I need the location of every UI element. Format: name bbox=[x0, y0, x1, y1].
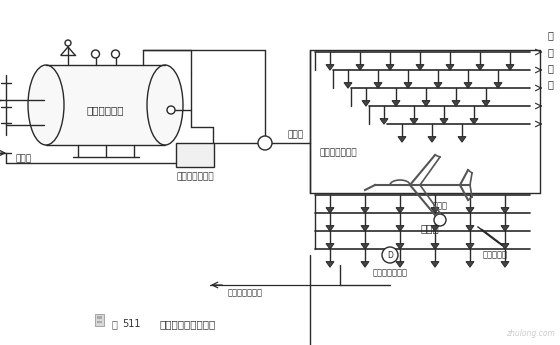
Bar bbox=[97, 316, 102, 319]
Polygon shape bbox=[398, 137, 406, 142]
Polygon shape bbox=[464, 82, 472, 88]
Polygon shape bbox=[501, 226, 509, 231]
Polygon shape bbox=[466, 262, 474, 267]
Polygon shape bbox=[466, 208, 474, 213]
Polygon shape bbox=[501, 208, 509, 213]
Polygon shape bbox=[440, 119, 448, 124]
Polygon shape bbox=[431, 208, 439, 213]
Polygon shape bbox=[410, 119, 418, 124]
Text: 机库区: 机库区 bbox=[421, 223, 440, 233]
Bar bbox=[95, 314, 104, 326]
Polygon shape bbox=[326, 226, 334, 231]
Polygon shape bbox=[326, 65, 334, 70]
Text: 泡沫混合液管线: 泡沫混合液管线 bbox=[320, 148, 358, 158]
Polygon shape bbox=[466, 244, 474, 249]
Polygon shape bbox=[361, 244, 369, 249]
Polygon shape bbox=[446, 65, 454, 70]
Text: 探测与启动装置: 探测与启动装置 bbox=[372, 268, 408, 277]
Polygon shape bbox=[501, 244, 509, 249]
Polygon shape bbox=[326, 244, 334, 249]
Polygon shape bbox=[392, 101, 400, 106]
Text: 压力水: 压力水 bbox=[16, 155, 32, 164]
Circle shape bbox=[258, 136, 272, 150]
Polygon shape bbox=[386, 65, 394, 70]
Text: 到报警器等装置: 到报警器等装置 bbox=[227, 288, 263, 297]
Polygon shape bbox=[431, 226, 439, 231]
Polygon shape bbox=[434, 82, 442, 88]
Polygon shape bbox=[361, 226, 369, 231]
Polygon shape bbox=[458, 137, 466, 142]
Circle shape bbox=[434, 214, 446, 226]
Polygon shape bbox=[344, 82, 352, 88]
Polygon shape bbox=[374, 82, 382, 88]
Bar bbox=[46, 65, 165, 145]
Text: 探测器: 探测器 bbox=[432, 201, 447, 210]
Polygon shape bbox=[380, 119, 388, 124]
Polygon shape bbox=[422, 101, 430, 106]
Text: 511: 511 bbox=[122, 319, 141, 329]
Polygon shape bbox=[416, 65, 424, 70]
Ellipse shape bbox=[28, 65, 64, 145]
Bar bbox=[97, 321, 102, 323]
Polygon shape bbox=[362, 101, 370, 106]
Polygon shape bbox=[361, 262, 369, 267]
Polygon shape bbox=[431, 244, 439, 249]
Circle shape bbox=[382, 247, 398, 263]
Circle shape bbox=[91, 50, 100, 58]
Polygon shape bbox=[476, 65, 484, 70]
Polygon shape bbox=[470, 119, 478, 124]
Polygon shape bbox=[396, 244, 404, 249]
Text: 飞机库泡沫喷淋系统: 飞机库泡沫喷淋系统 bbox=[160, 319, 216, 329]
Text: D: D bbox=[387, 252, 393, 260]
Circle shape bbox=[167, 106, 175, 114]
Polygon shape bbox=[466, 226, 474, 231]
Polygon shape bbox=[356, 65, 364, 70]
Text: 喷
头
网
络: 喷 头 网 络 bbox=[548, 30, 554, 90]
Polygon shape bbox=[482, 101, 490, 106]
Ellipse shape bbox=[147, 65, 183, 145]
Circle shape bbox=[65, 40, 71, 46]
Polygon shape bbox=[326, 208, 334, 213]
Text: 图: 图 bbox=[112, 319, 118, 329]
Polygon shape bbox=[494, 82, 502, 88]
Polygon shape bbox=[428, 137, 436, 142]
Polygon shape bbox=[326, 262, 334, 267]
Text: zhulong.com: zhulong.com bbox=[506, 328, 554, 337]
Text: 雨淋阀: 雨淋阀 bbox=[287, 130, 303, 139]
Polygon shape bbox=[396, 208, 404, 213]
Text: 摆动泡沫炮: 摆动泡沫炮 bbox=[483, 250, 507, 259]
Polygon shape bbox=[506, 65, 514, 70]
Polygon shape bbox=[396, 226, 404, 231]
Circle shape bbox=[111, 50, 119, 58]
Polygon shape bbox=[501, 262, 509, 267]
Polygon shape bbox=[404, 82, 412, 88]
Polygon shape bbox=[396, 262, 404, 267]
Polygon shape bbox=[431, 262, 439, 267]
Text: 泡沫比例混合器: 泡沫比例混合器 bbox=[176, 172, 214, 181]
Polygon shape bbox=[452, 101, 460, 106]
Bar bbox=[176, 143, 214, 167]
Polygon shape bbox=[361, 208, 369, 213]
Text: 囊式泡沫液罐: 囊式泡沫液罐 bbox=[87, 105, 124, 115]
